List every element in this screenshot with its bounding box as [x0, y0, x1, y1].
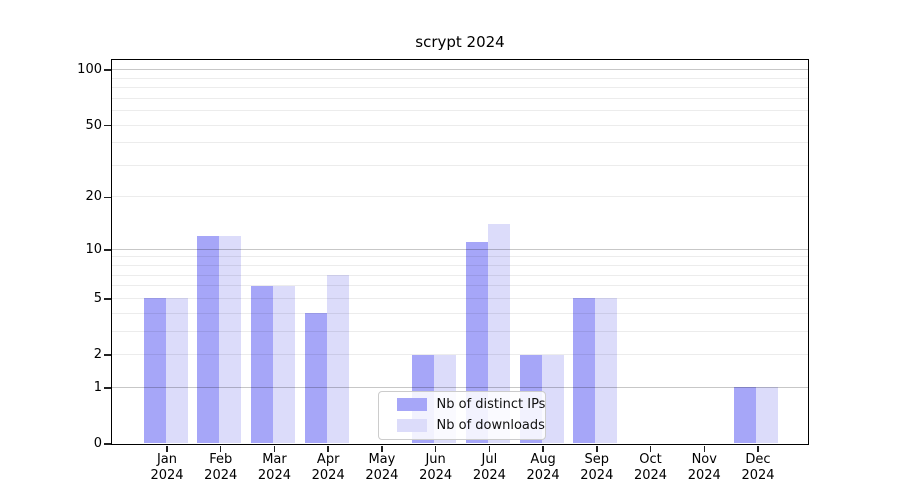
minor-gridline	[111, 274, 808, 276]
x-tick-mark	[757, 445, 759, 452]
y-tick-mark	[104, 443, 111, 445]
x-tick-label: Feb 2024	[204, 452, 238, 483]
bar-downloads	[165, 298, 188, 444]
bar-distinct-ips	[304, 313, 327, 444]
y-tick-label: 20	[85, 189, 102, 205]
legend-swatch-icon	[396, 398, 427, 411]
legend-label: Nb of distinct IPs	[436, 397, 546, 412]
legend: Nb of distinct IPs Nb of downloads	[377, 390, 546, 440]
bar-downloads	[541, 354, 564, 444]
minor-gridline	[111, 142, 808, 144]
legend-swatch-icon	[396, 419, 427, 432]
minor-gridline	[111, 110, 808, 112]
x-tick-mark	[381, 445, 383, 452]
x-tick-label: May 2024	[365, 452, 399, 483]
y-tick-label: 2	[93, 347, 102, 362]
bar-distinct-ips	[197, 235, 220, 444]
y-tick-mark	[104, 69, 111, 71]
y-tick-label: 100	[77, 62, 102, 78]
legend-item-downloads: Nb of downloads	[396, 418, 545, 433]
bar-downloads	[756, 387, 779, 444]
bar-downloads	[595, 298, 618, 444]
bar-distinct-ips	[734, 387, 757, 444]
minor-gridline	[111, 285, 808, 287]
x-tick-label: Nov 2024	[687, 452, 721, 483]
bar-distinct-ips	[143, 298, 166, 444]
y-tick-label: 0	[93, 436, 102, 451]
bar-downloads	[487, 224, 510, 444]
grid-layer	[111, 60, 808, 444]
x-tick-label: Apr 2024	[311, 452, 345, 483]
minor-gridline	[111, 265, 808, 267]
minor-gridline	[111, 124, 808, 126]
minor-gridline	[111, 97, 808, 99]
y-tick-mark	[104, 124, 111, 127]
minor-gridline	[111, 354, 808, 355]
minor-gridline	[111, 87, 808, 89]
bar-downloads	[326, 275, 349, 444]
minor-gridline	[111, 330, 808, 332]
x-tick-mark	[434, 445, 437, 452]
minor-gridline	[111, 312, 808, 314]
x-tick-mark	[273, 445, 276, 452]
x-tick-label: Sep 2024	[580, 452, 614, 483]
major-gridline	[111, 69, 808, 71]
x-tick-label: Jan 2024	[150, 452, 184, 483]
bar-distinct-ips	[573, 298, 596, 444]
bar-downloads	[272, 285, 295, 444]
y-tick-mark	[104, 196, 111, 199]
y-tick-mark	[104, 387, 111, 389]
x-tick-mark	[596, 445, 598, 452]
major-gridline	[111, 386, 808, 388]
x-tick-label: Dec 2024	[741, 452, 775, 483]
minor-gridline	[111, 164, 808, 166]
x-tick-label: Jun 2024	[419, 452, 453, 483]
y-tick-mark	[104, 354, 111, 356]
x-tick-label: Jul 2024	[472, 452, 506, 483]
y-tick-mark	[104, 298, 111, 300]
x-tick-mark	[703, 445, 706, 452]
minor-gridline	[111, 297, 808, 299]
x-tick-mark	[542, 445, 544, 452]
x-tick-mark	[166, 445, 168, 452]
legend-label: Nb of downloads	[436, 418, 545, 433]
legend-item-distinct-ips: Nb of distinct IPs	[396, 397, 545, 412]
minor-gridline	[111, 77, 808, 79]
x-tick-label: Mar 2024	[257, 452, 291, 483]
y-tick-label: 50	[85, 117, 102, 133]
x-tick-mark	[219, 445, 222, 452]
bar-distinct-ips	[250, 285, 273, 444]
y-tick-label: 10	[85, 241, 102, 257]
x-tick-label: Aug 2024	[526, 452, 560, 483]
plot-area: Nb of distinct IPs Nb of downloads	[110, 58, 809, 445]
x-tick-mark	[649, 445, 652, 452]
y-tick-mark	[104, 249, 111, 251]
x-tick-label: Oct 2024	[633, 452, 668, 483]
x-tick-mark	[488, 445, 491, 452]
minor-gridline	[111, 196, 808, 198]
y-tick-label: 5	[93, 290, 102, 306]
x-tick-mark	[327, 445, 329, 452]
minor-gridline	[111, 256, 808, 258]
bar-downloads	[219, 235, 242, 444]
y-tick-label: 1	[93, 379, 102, 395]
major-gridline	[111, 248, 808, 250]
chart-title: scrypt 2024	[415, 33, 505, 51]
